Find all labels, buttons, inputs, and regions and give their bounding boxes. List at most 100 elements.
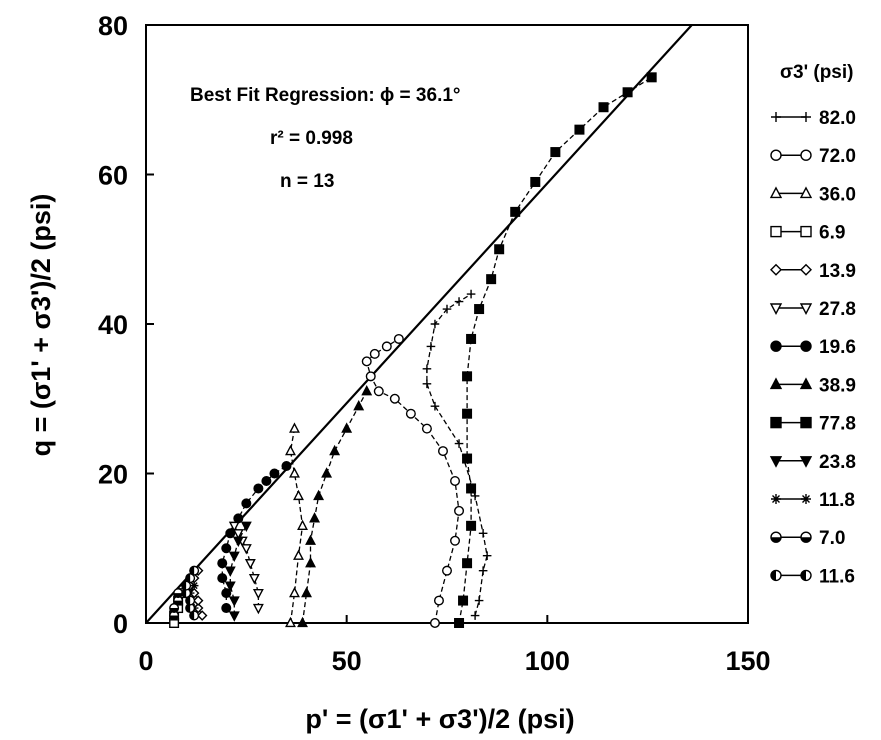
x-tick-label: 0 — [138, 646, 153, 676]
data-point — [474, 304, 485, 315]
data-point — [454, 297, 464, 306]
data-point — [800, 531, 812, 543]
data-point — [341, 422, 353, 433]
data-point — [482, 551, 492, 561]
data-point — [770, 416, 782, 429]
legend-label: 19.6 — [819, 337, 856, 358]
data-point — [240, 521, 252, 533]
data-point — [181, 588, 192, 599]
data-point — [185, 603, 196, 614]
data-point — [389, 393, 400, 404]
legend-label: 6.9 — [819, 223, 845, 244]
series-markers-82.0 — [422, 289, 492, 620]
data-point — [329, 444, 341, 456]
y-tick-label: 80 — [98, 11, 128, 41]
x-tick-label: 50 — [332, 646, 362, 676]
data-point — [269, 468, 280, 479]
legend-label: 27.8 — [819, 299, 856, 320]
legend-item: 11.8 — [771, 490, 855, 511]
data-point — [185, 573, 196, 584]
series-line-82.0 — [426, 293, 488, 616]
legend-item: 6.9 — [770, 223, 845, 244]
legend-label: 23.8 — [819, 452, 856, 473]
y-axis-title: q = (σ1' + σ3')/2 (psi) — [26, 194, 56, 457]
data-point — [228, 611, 240, 622]
data-point — [189, 581, 199, 590]
data-point — [285, 444, 296, 456]
x-axis-title: p' = (σ1' + σ3')/2 (psi) — [305, 704, 574, 734]
legend-item: 82.0 — [771, 108, 856, 129]
data-point — [241, 498, 252, 509]
data-point — [486, 274, 497, 285]
data-point — [313, 489, 325, 501]
data-point — [454, 618, 465, 629]
data-point — [293, 489, 304, 501]
legend-title: σ3' (psi) — [780, 62, 853, 83]
data-point — [297, 616, 308, 628]
data-point — [173, 588, 184, 599]
x-tick-label: 150 — [725, 646, 770, 676]
data-point — [361, 385, 373, 396]
legend-item: 72.0 — [770, 146, 856, 167]
data-point — [224, 581, 236, 592]
data-point — [228, 596, 240, 607]
data-point — [353, 399, 365, 411]
data-point — [373, 386, 384, 397]
data-point — [252, 588, 264, 600]
data-point — [232, 536, 244, 548]
data-point — [405, 408, 416, 419]
data-point — [769, 303, 783, 316]
data-point — [253, 483, 264, 494]
series-markers-19.6 — [217, 461, 292, 614]
data-point — [800, 340, 812, 352]
data-point — [244, 559, 256, 570]
data-point — [248, 574, 260, 585]
data-point — [462, 408, 473, 419]
data-point — [770, 149, 782, 161]
data-point — [466, 289, 476, 299]
data-point — [240, 544, 252, 555]
x-tick-label: 100 — [525, 646, 570, 676]
data-point — [442, 304, 452, 314]
data-point — [228, 551, 240, 562]
data-point — [622, 87, 633, 98]
data-point — [770, 263, 782, 276]
data-point — [574, 124, 585, 135]
data-point — [293, 549, 304, 560]
data-point — [478, 566, 488, 575]
data-point — [281, 461, 292, 472]
legend: 82.0 72.0 36.0 6.9 13.9 27.8 19.6 38.9 77.8 23.8 1… — [769, 108, 856, 587]
data-point — [365, 371, 376, 382]
data-point — [192, 595, 204, 606]
data-point — [217, 558, 228, 569]
data-point — [252, 603, 264, 615]
legend-label: 13.9 — [819, 261, 856, 282]
data-point — [321, 467, 333, 478]
data-point — [799, 377, 813, 390]
data-point — [289, 467, 300, 478]
data-point — [426, 342, 436, 351]
data-point — [369, 348, 380, 359]
series-markers — [169, 72, 657, 629]
data-point — [458, 595, 469, 606]
data-point — [800, 149, 812, 161]
data-point — [437, 446, 448, 457]
data-point — [800, 263, 812, 276]
legend-item: 38.9 — [769, 375, 856, 396]
annotation-regression: Best Fit Regression: ϕ = 36.1° — [190, 85, 461, 106]
data-point — [285, 616, 296, 628]
series-markers-11.6 — [181, 565, 200, 621]
data-point — [799, 456, 813, 468]
data-point — [450, 475, 461, 486]
data-point — [305, 534, 317, 545]
data-point — [381, 341, 392, 352]
legend-item: 7.0 — [770, 528, 845, 549]
data-point — [466, 333, 477, 344]
tick-labels: 0 50 100 150 0 20 40 60 80 — [98, 11, 771, 676]
legend-label: 11.6 — [819, 566, 855, 587]
data-point — [228, 521, 240, 533]
data-point — [478, 529, 488, 538]
data-point — [450, 535, 461, 546]
data-point — [185, 595, 196, 606]
series-markers-7.0 — [169, 588, 184, 621]
